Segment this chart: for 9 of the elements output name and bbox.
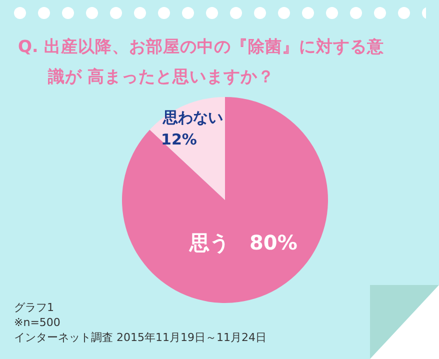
slice-label: 思わない: [162, 108, 223, 126]
pie-slice: [122, 97, 328, 303]
chart-title: Q. 出産以降、お部屋の中の『除菌』に対する意識が 高まったと思いますか？: [18, 36, 386, 88]
slice-label: 思う: [190, 230, 230, 255]
text: インターネット調査 2015年11月19日～11月24日: [14, 330, 266, 345]
data-label: 12%: [161, 130, 197, 148]
text: ※n=500: [14, 315, 62, 330]
data-label: 80%: [250, 230, 298, 255]
text: グラフ1: [14, 300, 55, 315]
